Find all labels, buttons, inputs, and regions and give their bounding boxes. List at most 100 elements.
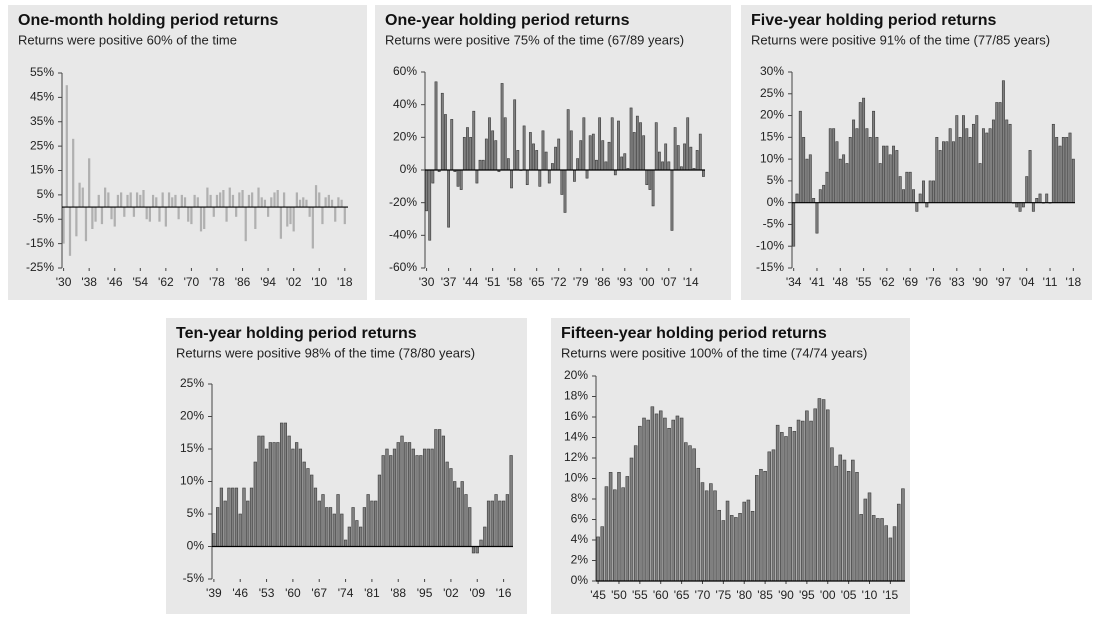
y-tick-label: 40%: [393, 97, 417, 111]
bar: [621, 487, 625, 582]
bar: [223, 500, 227, 547]
bar: [503, 117, 507, 171]
chart-subtitle: Returns were positive 98% of the time (7…: [176, 345, 475, 360]
bar: [227, 487, 231, 547]
bar: [918, 193, 922, 203]
chart-title: One-month holding period returns: [18, 12, 279, 29]
y-tick-label: -60%: [389, 260, 417, 274]
bar: [604, 161, 608, 171]
bar: [327, 194, 330, 208]
chart-panel: Ten-year holding period returns Returns w…: [166, 318, 527, 614]
bar: [717, 509, 721, 582]
bar: [896, 503, 901, 582]
bar: [100, 207, 104, 225]
bar: [838, 158, 842, 203]
bar: [522, 125, 526, 171]
bar: [905, 171, 909, 203]
bar: [257, 187, 260, 208]
bar: [336, 494, 340, 547]
bar: [695, 150, 699, 171]
bar: [613, 489, 617, 582]
bar: [838, 454, 843, 582]
y-tick-label: -5%: [763, 217, 785, 231]
bar: [203, 207, 206, 229]
bar: [318, 192, 321, 208]
bar: [1045, 193, 1049, 203]
bar: [351, 507, 355, 547]
y-tick-label: 35%: [30, 114, 54, 128]
x-tick-label: '67: [311, 586, 327, 600]
bar: [689, 146, 693, 171]
x-tick-label: '51: [485, 275, 501, 289]
x-tick-label: '62: [158, 275, 174, 289]
bar: [855, 472, 859, 582]
bar: [249, 487, 254, 547]
bar: [942, 141, 945, 203]
bar: [404, 442, 408, 547]
bar: [438, 429, 442, 547]
bar: [800, 420, 805, 582]
x-tick-label: '48: [832, 275, 848, 289]
bar: [880, 518, 884, 582]
bar: [174, 194, 177, 208]
bar: [129, 192, 132, 208]
bar: [330, 199, 334, 208]
x-tick-label: '15: [883, 588, 899, 602]
bar: [65, 85, 68, 208]
bar: [62, 207, 65, 244]
chart: Fifteen-year holding period returns Retur…: [561, 325, 905, 602]
chart-subtitle: Returns were positive 75% of the time (6…: [385, 32, 684, 47]
x-tick-label: '09: [469, 586, 485, 600]
bar: [484, 138, 488, 171]
bar: [945, 141, 949, 203]
bar: [598, 117, 602, 171]
bar: [206, 187, 209, 208]
bar: [878, 163, 882, 203]
bar: [528, 132, 532, 171]
bar: [654, 413, 659, 582]
bar: [231, 487, 235, 547]
bar: [491, 130, 495, 171]
bar: [359, 526, 363, 547]
bar: [161, 192, 164, 208]
y-tick-label: 20%: [760, 108, 784, 122]
bar: [283, 422, 287, 547]
bar: [158, 207, 161, 222]
bar: [563, 169, 567, 213]
bar: [219, 192, 222, 208]
y-tick-label: 5%: [37, 187, 55, 201]
bar: [88, 158, 91, 208]
bar: [852, 119, 856, 203]
bar: [683, 143, 686, 171]
bar: [1065, 137, 1069, 203]
x-tick-label: '38: [81, 275, 97, 289]
bar: [981, 128, 985, 203]
y-tick-label: 60%: [393, 64, 417, 78]
bar: [692, 448, 696, 582]
bar: [501, 500, 506, 547]
bar: [928, 180, 932, 203]
x-tick-label: '02: [443, 586, 459, 600]
bar: [450, 119, 454, 171]
bar: [287, 435, 291, 547]
y-tick-label: 15%: [30, 163, 54, 177]
bar: [123, 207, 126, 217]
bar: [991, 119, 995, 203]
x-tick-label: '14: [683, 275, 699, 289]
bar: [289, 207, 292, 225]
x-tick-label: '00: [820, 588, 836, 602]
bar: [825, 171, 829, 203]
bar: [97, 194, 100, 208]
x-tick-label: '00: [639, 275, 655, 289]
bar: [632, 132, 636, 171]
y-tick-label: 45%: [30, 90, 54, 104]
y-tick-label: -15%: [26, 236, 54, 250]
bar: [332, 513, 336, 547]
bar: [1021, 202, 1025, 208]
y-tick-label: 0%: [400, 162, 418, 176]
bar: [798, 110, 802, 203]
bar: [875, 137, 879, 203]
bar: [851, 459, 855, 582]
bar: [958, 137, 962, 203]
bar: [498, 500, 502, 547]
